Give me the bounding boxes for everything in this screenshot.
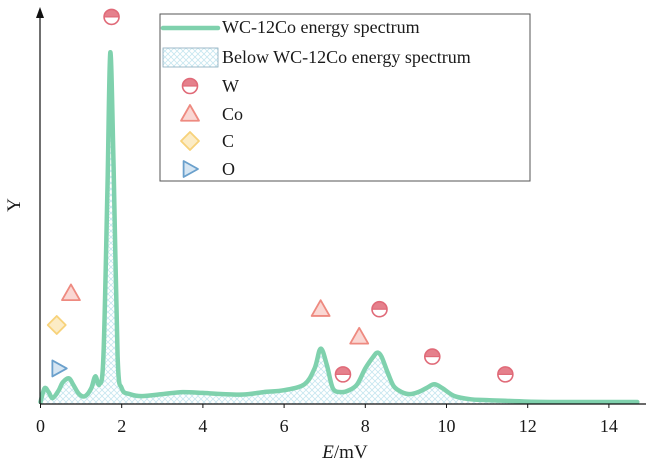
- legend-swatch-c: [180, 131, 200, 151]
- legend-label-c: C: [222, 131, 234, 151]
- element-markers: [46, 8, 514, 383]
- x-tick-label: 0: [36, 416, 45, 436]
- legend-box: [159, 13, 531, 182]
- x-tick-label: 6: [280, 416, 289, 436]
- legend-swatch-hatch: [162, 47, 219, 68]
- legend-swatch-co: [180, 104, 200, 122]
- axes: 0 2 4 6 8 10 12 14 E/mV Y: [4, 7, 646, 463]
- x-axis-label: E/mV: [321, 442, 368, 463]
- x-tick-label: 4: [198, 416, 207, 436]
- marker-c: [46, 315, 67, 335]
- y-axis-arrow-icon: [36, 7, 44, 18]
- marker-w: [334, 366, 352, 383]
- marker-w: [371, 300, 388, 318]
- marker-co: [61, 283, 81, 302]
- marker-w: [423, 348, 441, 365]
- x-tick-label: 14: [600, 416, 618, 436]
- legend-label-o: O: [222, 159, 235, 179]
- x-tick-label: 12: [519, 416, 537, 436]
- spectrum-line: [38, 50, 640, 405]
- legend-swatch-o: [182, 160, 199, 178]
- marker-w: [103, 8, 120, 26]
- marker-w: [497, 366, 514, 383]
- marker-co: [349, 326, 370, 345]
- x-tick-label: 10: [438, 416, 456, 436]
- legend-swatch-w: [181, 77, 199, 95]
- marker-co: [310, 299, 331, 317]
- legend-label-spectrum: WC-12Co energy spectrum: [222, 17, 420, 37]
- legend-label-fill: Below WC-12Co energy spectrum: [222, 47, 471, 67]
- x-tick-label: 2: [117, 416, 126, 436]
- x-tick-label: 8: [361, 416, 370, 436]
- legend-label-co: Co: [222, 104, 243, 124]
- marker-o: [51, 359, 68, 378]
- plot-area: [38, 50, 640, 405]
- legend: WC-12Co energy spectrum Below WC-12Co ene…: [159, 13, 531, 182]
- legend-label-w: W: [222, 76, 239, 96]
- y-axis-label: Y: [4, 198, 25, 212]
